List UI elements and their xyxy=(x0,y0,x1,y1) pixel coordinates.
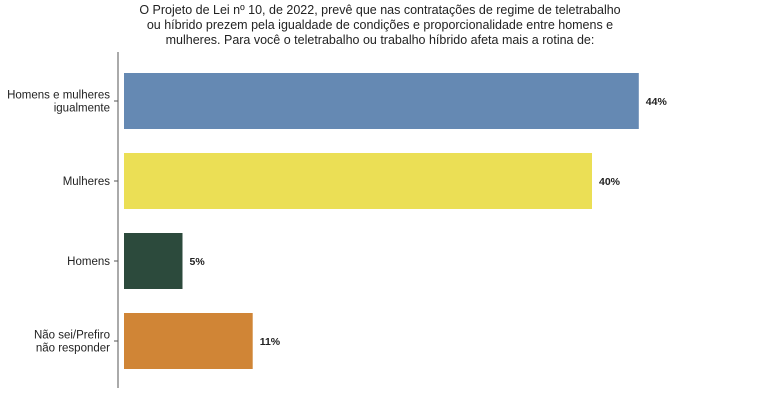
value-label: 40% xyxy=(599,176,621,188)
value-label: 44% xyxy=(646,96,668,108)
category-label: não responder xyxy=(36,343,110,355)
title-line-1: O Projeto de Lei nº 10, de 2022, prevê q… xyxy=(139,3,621,17)
category-label: Não sei/Prefiro xyxy=(34,330,110,342)
title-line-3: mulheres. Para você o teletrabalho ou tr… xyxy=(165,33,595,47)
bar xyxy=(124,233,183,289)
category-label: Homens xyxy=(67,256,110,268)
value-label: 11% xyxy=(260,336,281,348)
title-line-2: ou híbrido prezem pela igualdade de cond… xyxy=(146,18,614,32)
bar xyxy=(124,153,592,209)
category-label: igualmente xyxy=(54,103,110,115)
bar xyxy=(124,313,253,369)
category-label: Mulheres xyxy=(63,176,111,188)
chart-title: O Projeto de Lei nº 10, de 2022, prevê q… xyxy=(120,3,640,48)
bar xyxy=(124,73,639,129)
category-label: Homens e mulheres xyxy=(7,90,110,102)
value-label: 5% xyxy=(190,256,206,268)
